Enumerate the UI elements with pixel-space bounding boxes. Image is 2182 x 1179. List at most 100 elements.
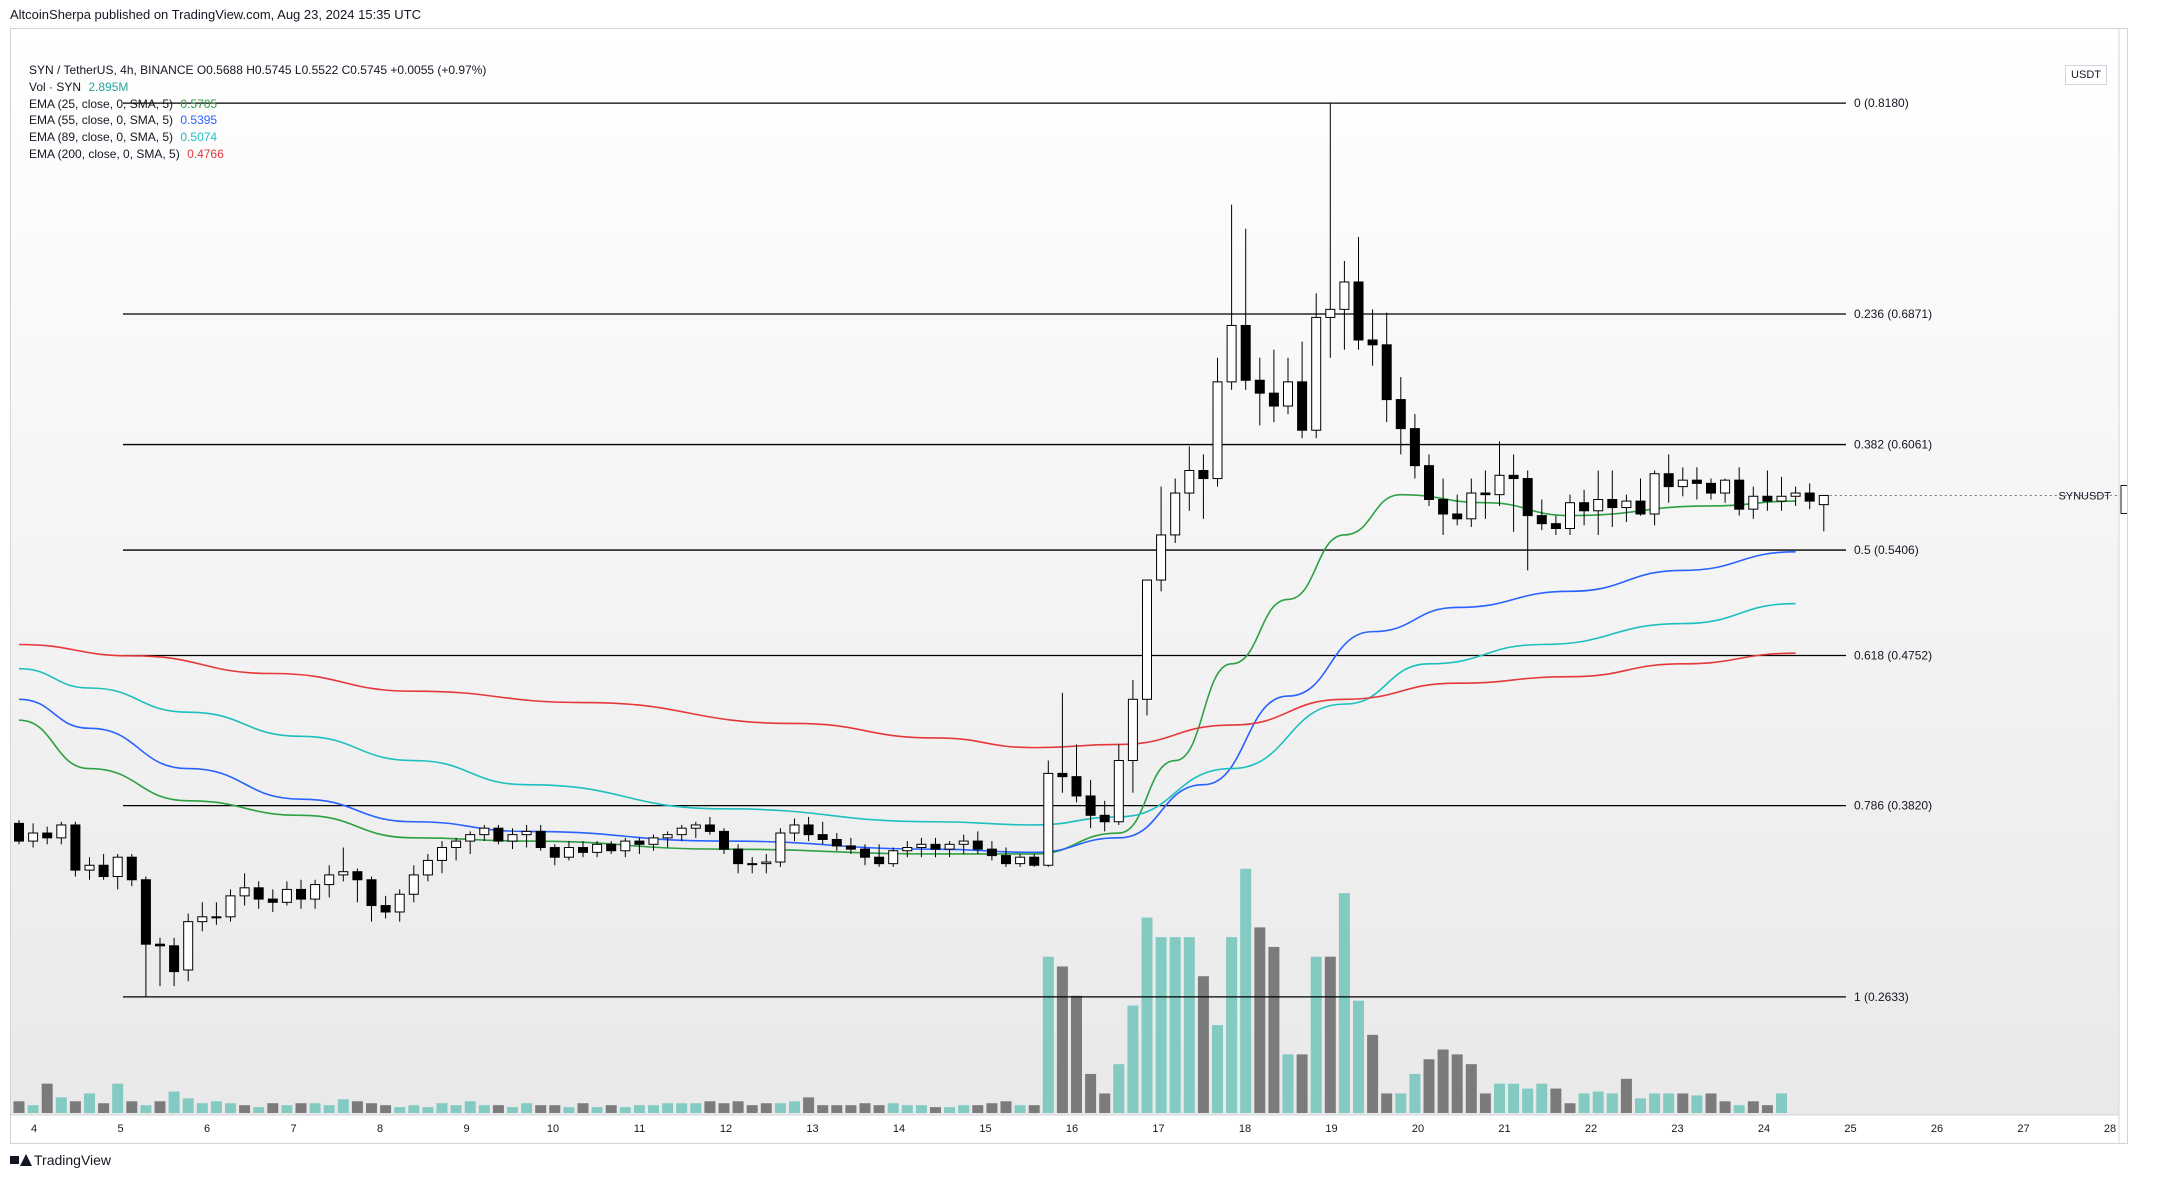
volume-bar bbox=[253, 1107, 265, 1113]
candle-body bbox=[1029, 856, 1040, 866]
volume-bar bbox=[1691, 1095, 1703, 1113]
candle-body bbox=[1621, 500, 1632, 509]
volume-bar bbox=[1226, 937, 1238, 1113]
fib-level-label: 1 (0.2633) bbox=[1854, 990, 1909, 1004]
candle-body bbox=[1438, 498, 1449, 515]
candle-body bbox=[860, 848, 870, 858]
volume-bar bbox=[55, 1097, 67, 1113]
volume-bar bbox=[535, 1105, 547, 1113]
candle-body bbox=[1635, 500, 1646, 515]
candle-body bbox=[1593, 498, 1604, 512]
time-tick-label: 9 bbox=[463, 1123, 469, 1135]
ema200-value: 0.4766 bbox=[187, 146, 224, 161]
ema-line bbox=[18, 551, 1796, 854]
volume-bar bbox=[1353, 1000, 1364, 1113]
candle-body bbox=[1127, 698, 1138, 762]
time-tick-label: 20 bbox=[1412, 1123, 1424, 1135]
volume-bar bbox=[13, 1101, 25, 1113]
volume-bar bbox=[1522, 1088, 1534, 1113]
candle-body bbox=[578, 847, 588, 853]
candle-body bbox=[620, 840, 631, 852]
volume-bar bbox=[1761, 1105, 1773, 1113]
ema200-legend-row: EMA (200, close, 0, SMA, 5) 0.4766 bbox=[29, 146, 486, 163]
volume-bar bbox=[633, 1105, 645, 1113]
time-tick-label: 11 bbox=[634, 1123, 645, 1135]
candle-body bbox=[281, 888, 292, 903]
candle-body bbox=[986, 848, 997, 857]
chart-pane[interactable]: 0.84000.82000.80000.78000.76000.74000.72… bbox=[10, 28, 2128, 1144]
time-tick-label: 27 bbox=[2017, 1123, 2029, 1135]
volume-bar bbox=[1127, 1005, 1139, 1113]
volume-bar bbox=[789, 1101, 800, 1113]
volume-bar bbox=[478, 1105, 490, 1113]
candle-body bbox=[1381, 344, 1392, 401]
candle-body bbox=[549, 847, 560, 858]
volume-bar bbox=[704, 1101, 716, 1113]
fib-level-label: 0.5 (0.5406) bbox=[1854, 543, 1919, 557]
volume-bar bbox=[1663, 1093, 1675, 1113]
time-tick-label: 23 bbox=[1671, 1123, 1683, 1135]
candle-body bbox=[239, 887, 250, 897]
candle-body bbox=[225, 895, 236, 918]
fib-level-label: 0.786 (0.3820) bbox=[1854, 799, 1932, 813]
currency-selector[interactable]: USDT bbox=[2065, 65, 2107, 85]
candle-body bbox=[1184, 469, 1195, 494]
time-tick-label: 26 bbox=[1931, 1123, 1943, 1135]
time-tick-label: 14 bbox=[893, 1123, 905, 1135]
candle-body bbox=[310, 884, 321, 900]
volume-label: Vol · SYN bbox=[29, 79, 82, 94]
volume-bar bbox=[958, 1105, 970, 1113]
volume-bar bbox=[84, 1093, 95, 1113]
candle-body bbox=[1818, 494, 1829, 506]
candle-body bbox=[324, 874, 335, 886]
candle-body bbox=[719, 830, 729, 850]
volume-bar bbox=[140, 1105, 152, 1113]
volume-bar bbox=[464, 1101, 476, 1113]
volume-bar bbox=[309, 1103, 321, 1113]
candle-body bbox=[1170, 492, 1181, 536]
candle-body bbox=[112, 856, 123, 878]
volume-bar bbox=[817, 1105, 829, 1113]
volume-bar bbox=[1028, 1105, 1040, 1113]
volume-bar bbox=[408, 1105, 420, 1113]
candle-body bbox=[831, 838, 842, 847]
volume-bar bbox=[944, 1107, 956, 1113]
candle-body bbox=[535, 830, 546, 849]
candle-body bbox=[1550, 523, 1561, 529]
volume-bar bbox=[1310, 956, 1322, 1113]
volume-bar bbox=[845, 1105, 857, 1113]
ema25-legend-row: EMA (25, close, 0, SMA, 5) 0.5705 bbox=[29, 96, 486, 113]
candle-body bbox=[563, 847, 574, 858]
candle-body bbox=[70, 824, 81, 871]
volume-bar bbox=[521, 1103, 533, 1113]
volume-value: 2.895M bbox=[88, 79, 129, 94]
volume-bar bbox=[1423, 1059, 1435, 1113]
volume-bar bbox=[98, 1103, 110, 1113]
candle-body bbox=[408, 874, 419, 895]
volume-bar bbox=[1465, 1064, 1477, 1113]
volume-bar bbox=[366, 1103, 377, 1113]
volume-bar bbox=[859, 1103, 871, 1113]
chart-canvas[interactable]: 0.84000.82000.80000.78000.76000.74000.72… bbox=[11, 29, 2127, 1143]
candle-body bbox=[1508, 474, 1519, 480]
volume-bar bbox=[803, 1097, 815, 1113]
volume-bar bbox=[1268, 946, 1280, 1113]
volume-bar bbox=[718, 1103, 730, 1113]
volume-bar bbox=[210, 1101, 222, 1113]
volume-bar bbox=[492, 1105, 504, 1113]
footer: TradingView bbox=[10, 1152, 111, 1168]
candle-body bbox=[1452, 513, 1463, 520]
candle-body bbox=[1480, 492, 1491, 496]
volume-bar bbox=[648, 1105, 659, 1113]
volume-bar bbox=[394, 1107, 406, 1113]
time-tick-label: 19 bbox=[1325, 1123, 1337, 1135]
volume-bar bbox=[1042, 956, 1054, 1113]
volume-bar bbox=[267, 1103, 279, 1113]
volume-bar bbox=[986, 1103, 998, 1113]
volume-bar bbox=[1719, 1101, 1731, 1113]
volume-bar bbox=[1085, 1073, 1097, 1113]
volume-bar bbox=[746, 1105, 758, 1113]
candle-body bbox=[789, 824, 800, 834]
candle-body bbox=[1099, 814, 1110, 823]
candle-body bbox=[1691, 479, 1702, 484]
